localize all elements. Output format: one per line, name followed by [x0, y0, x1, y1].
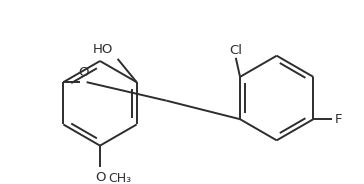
- Text: O: O: [78, 66, 89, 79]
- Text: F: F: [335, 113, 342, 126]
- Text: Cl: Cl: [229, 44, 242, 57]
- Text: O: O: [95, 171, 105, 184]
- Text: HO: HO: [93, 43, 113, 56]
- Text: CH₃: CH₃: [108, 172, 132, 184]
